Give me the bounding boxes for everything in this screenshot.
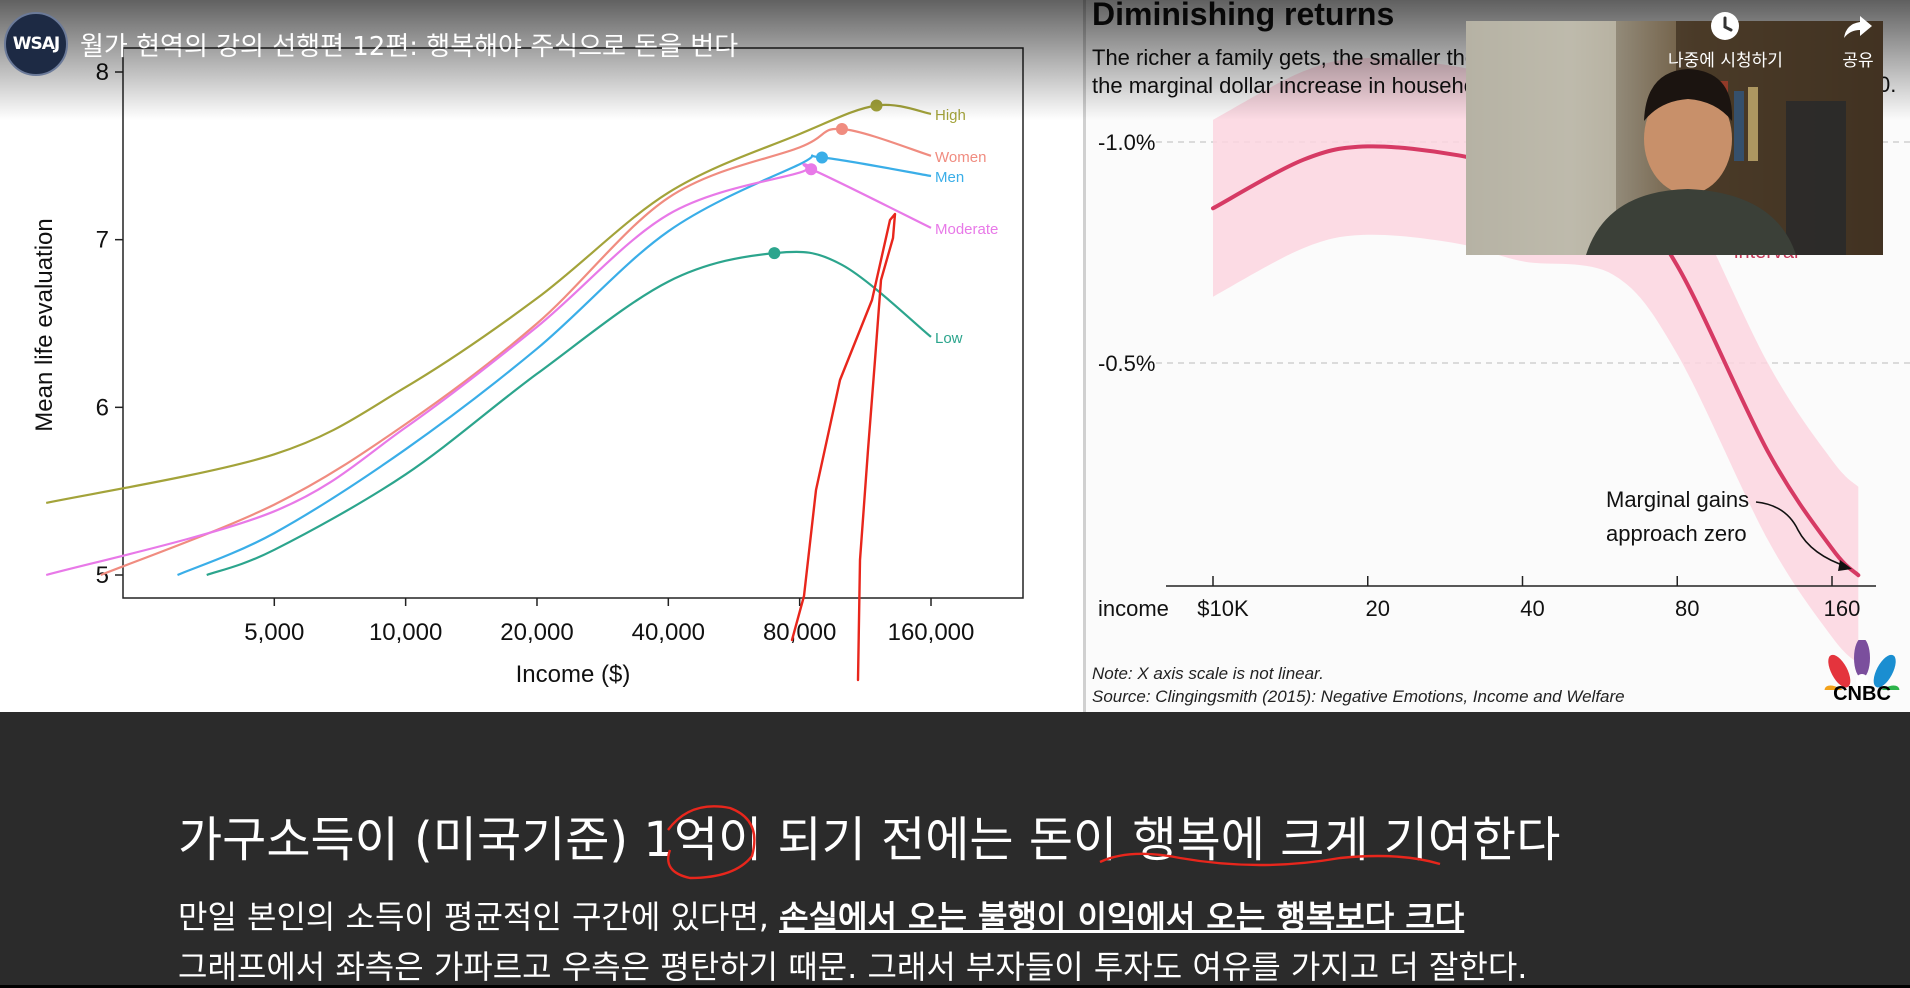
subtitle-emphasis: 손실에서 오는 불행이 이익에서 오는 행복보다 크다 [779, 898, 1465, 936]
share-label: 공유 [1842, 51, 1874, 71]
peak-point-men [815, 151, 828, 164]
watch-later-label: 나중에 시청하기 [1668, 51, 1783, 71]
panel-divider [1083, 0, 1086, 712]
y-tick-label: -0.5% [1098, 351, 1155, 376]
arrowhead [1838, 560, 1852, 571]
y-tick-label: 8 [96, 59, 109, 86]
subtitle-line-3: 그래프에서 좌측은 가파르고 우측은 평탄하기 때문. 그래서 부자들이 투자도… [178, 948, 1528, 986]
x-axis-label: Income ($) [516, 661, 631, 688]
x-axis-label: income [1098, 596, 1169, 621]
peak-point-women [835, 123, 848, 136]
peak-point-high [870, 99, 883, 112]
channel-avatar[interactable]: WSAJ [4, 12, 68, 76]
series-label: Low [935, 330, 963, 347]
video-title[interactable]: 월가 현역의 강의 선행편 12편: 행복해야 주식으로 돈을 번다 [80, 32, 739, 62]
subtitle-background [0, 712, 1910, 985]
y-tick-label: 7 [96, 227, 109, 254]
peak-point-low [768, 247, 781, 260]
share-button[interactable]: 공유 [1842, 10, 1874, 71]
x-tick-label: 40,000 [632, 619, 705, 646]
x-tick-label: 80 [1675, 596, 1699, 621]
x-tick-label: 20,000 [500, 619, 573, 646]
x-tick-label: 40 [1520, 596, 1544, 621]
series-line-women [100, 127, 932, 577]
subtitle-line-2: 만일 본인의 소득이 평균적인 구간에 있다면, 손실에서 오는 불행이 이익에… [178, 892, 1464, 938]
annotation-arrow [1755, 501, 1849, 568]
series-label: Women [935, 149, 986, 166]
confidence-band [1213, 57, 1859, 664]
y-tick-label: 6 [96, 394, 109, 421]
cnbc-wordmark: CNBC [1833, 683, 1891, 705]
right-chart-title: Diminishing returns [1092, 0, 1395, 32]
x-tick-label: 80,000 [763, 619, 836, 646]
series-label: Men [935, 169, 964, 186]
peak-point-moderate [805, 163, 818, 176]
right-chart-subtitle: The richer a family gets, the smaller th… [1092, 44, 1472, 100]
plot-frame [122, 47, 1024, 599]
subtitle-line-1: 가구소득이 (미국기준) 1억이 되기 전에는 돈이 행복에 크게 기여한다 [178, 812, 1561, 868]
annotation-line-1: Marginal gains [1606, 487, 1749, 512]
x-tick-label: 20 [1366, 596, 1390, 621]
webcam-overlay [1466, 21, 1883, 255]
webcam-person-image [1466, 21, 1883, 255]
watch-later-button[interactable]: 나중에 시청하기 [1668, 10, 1783, 71]
cnbc-logo: CNBC [1818, 638, 1906, 709]
x-tick-label: 10,000 [369, 619, 442, 646]
x-tick-label: 160 [1824, 596, 1861, 621]
subtitle-line-2: the marginal dollar increase in househo [1092, 73, 1472, 98]
x-tick-label: 160,000 [888, 619, 975, 646]
x-tick-label: 5,000 [244, 619, 304, 646]
subtitle-plain-text: 만일 본인의 소득이 평균적인 구간에 있다면, [178, 898, 780, 936]
chart-note: Note: X axis scale is not linear. [1092, 664, 1324, 683]
chart-source: Source: Clingingsmith (2015): Negative E… [1092, 687, 1625, 706]
annotation-line-2: approach zero [1606, 521, 1747, 546]
x-tick-label: $10K [1197, 596, 1249, 621]
share-arrow-icon [1842, 10, 1874, 46]
clock-icon [1668, 10, 1783, 46]
y-tick-label: -1.0% [1098, 130, 1155, 155]
series-label: High [935, 107, 966, 124]
y-axis-label: Mean life evaluation [31, 218, 58, 431]
subtitle-line-1: The richer a family gets, the smaller th… [1092, 45, 1472, 70]
left-chart-panel: 5 6 7 8 5,000 10,000 20,000 40,000 80,000 160,000… [0, 0, 1083, 712]
series-line-men [177, 154, 932, 577]
series-line-moderate [45, 163, 932, 577]
series-label: Moderate [935, 221, 998, 238]
